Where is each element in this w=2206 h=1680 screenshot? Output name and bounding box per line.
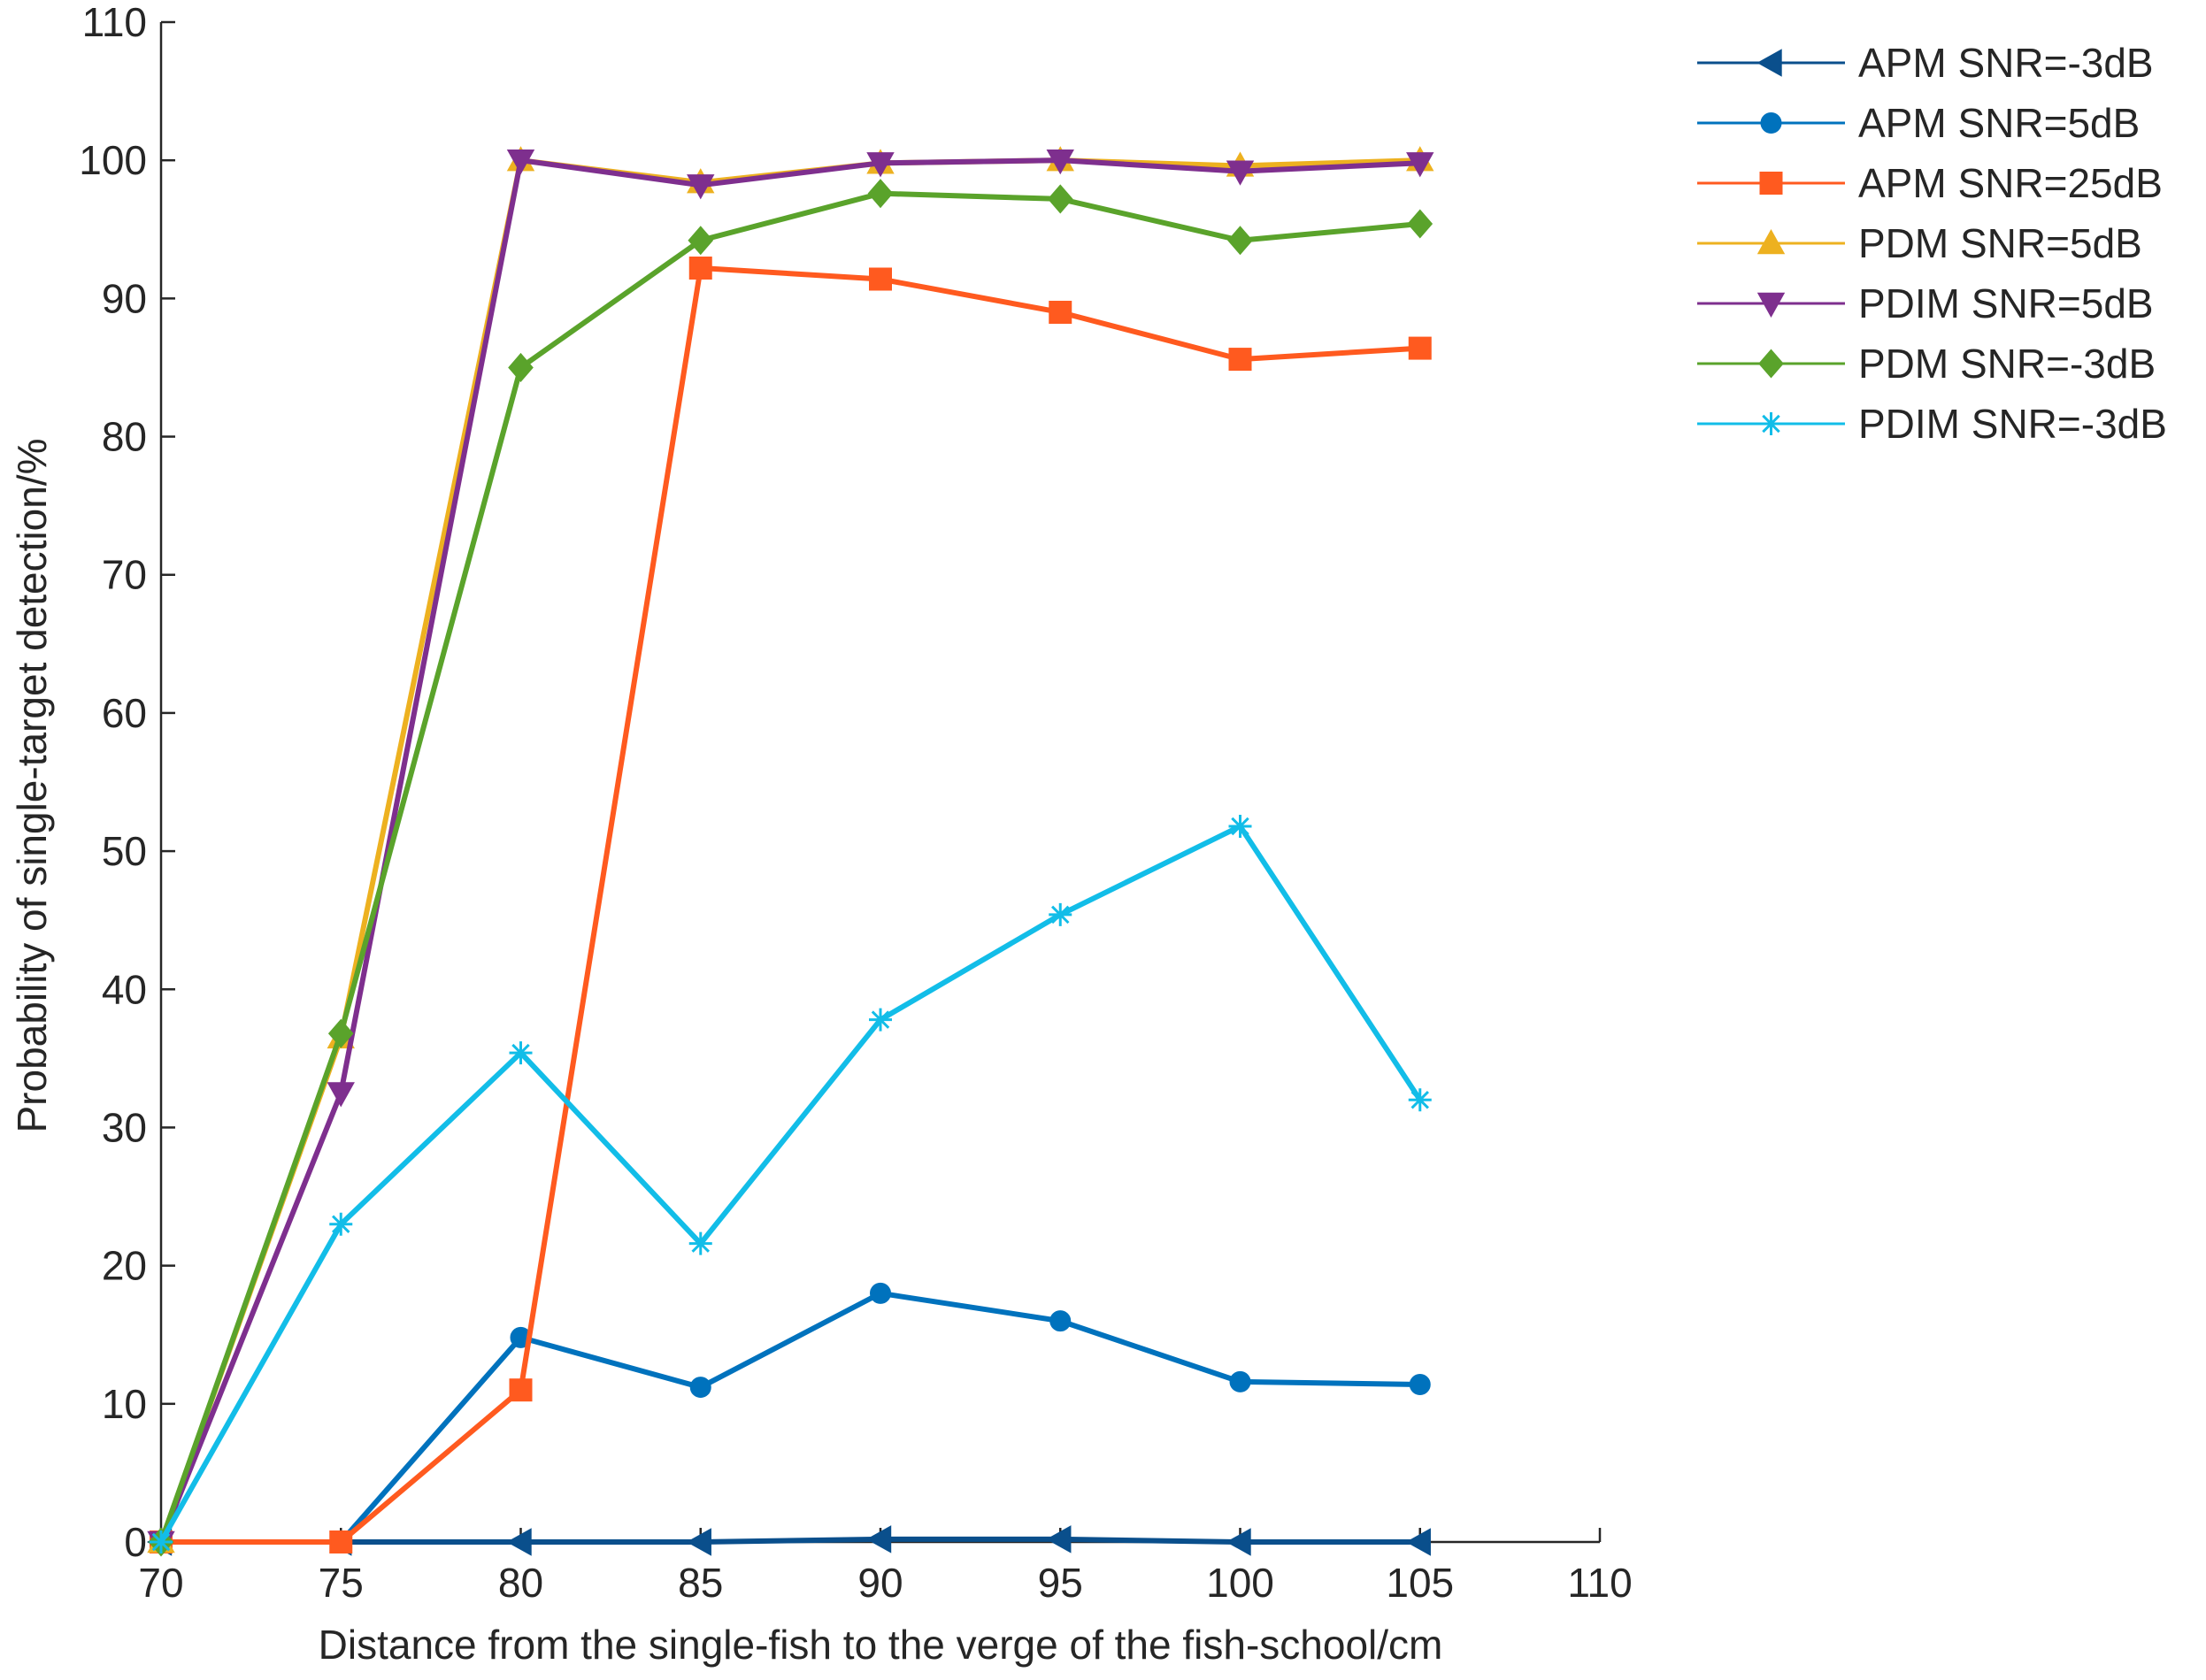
y-tick-label: 70: [102, 552, 147, 598]
data-point: [1049, 1310, 1072, 1332]
data-point: [1046, 1525, 1072, 1553]
series-layer: [146, 146, 1434, 1557]
data-point: [1407, 209, 1434, 239]
data-point: [869, 267, 892, 291]
series-line: [158, 157, 1420, 1544]
data-point: [329, 1530, 353, 1553]
series-line: [161, 1536, 1420, 1545]
data-point: [1226, 160, 1255, 186]
legend: APM SNR=-3dB APM SNR=5dB APM SNR=25dB PDM S…: [1697, 40, 2167, 447]
data-point: [1405, 1528, 1431, 1556]
legend-label: APM SNR=-3dB: [1858, 40, 2154, 86]
legend-marker: [1759, 172, 1783, 195]
data-point: [327, 1018, 354, 1048]
y-tick-label: 60: [102, 690, 147, 736]
series-line: [161, 265, 1420, 1545]
data-point: [866, 152, 895, 178]
data-point: [1226, 1528, 1251, 1556]
data-point: [509, 1378, 533, 1402]
y-tick-label: 10: [102, 1381, 147, 1427]
data-point: [1408, 336, 1432, 360]
x-tick-label: 105: [1386, 1560, 1454, 1606]
legend-entry: PDM SNR=5dB: [1697, 220, 2142, 266]
legend-label: PDM SNR=5dB: [1858, 220, 2142, 266]
legend-marker: [1756, 292, 1786, 318]
x-tick-label: 75: [319, 1560, 364, 1606]
legend-entry: PDM SNR=-3dB: [1697, 341, 2156, 387]
data-point: [869, 1008, 892, 1032]
x-tick-label: 110: [1567, 1560, 1632, 1606]
series-line: [161, 1290, 1420, 1545]
data-point: [1049, 300, 1072, 324]
x-tick-label: 70: [138, 1560, 183, 1606]
legend-label: APM SNR=25dB: [1858, 160, 2163, 206]
series-apm-snr-5db: [150, 1282, 1431, 1553]
data-point: [506, 149, 535, 175]
data-point: [150, 1530, 173, 1553]
series-pdim-snr-5db: [147, 149, 1434, 1557]
data-point: [688, 257, 712, 280]
data-point: [1408, 1088, 1432, 1112]
legend-marker: [1758, 349, 1784, 379]
legend-entry: PDIM SNR=-3dB: [1697, 401, 2167, 447]
x-axis-title: Distance from the single-fish to the ver…: [319, 1622, 1443, 1668]
legend-entry: APM SNR=25dB: [1697, 160, 2163, 206]
data-point: [686, 1528, 711, 1556]
data-point: [1409, 1373, 1431, 1395]
x-tick-label: 90: [857, 1560, 903, 1606]
data-point: [1227, 226, 1253, 256]
y-tick-label: 50: [102, 828, 147, 874]
data-point: [688, 226, 714, 256]
legend-marker: [1756, 49, 1782, 77]
legend-marker: [1759, 412, 1783, 435]
data-point: [1046, 149, 1074, 175]
x-tick-label: 80: [498, 1560, 543, 1606]
data-point: [689, 1377, 711, 1399]
series-line: [158, 823, 1423, 1544]
y-axis-title: Probability of single-target detection/%: [9, 439, 55, 1133]
x-tick-label: 95: [1038, 1560, 1083, 1606]
data-point: [329, 1212, 353, 1236]
data-point: [508, 352, 534, 382]
y-tick-label: 20: [102, 1243, 147, 1289]
data-point: [506, 1528, 532, 1556]
legend-entry: APM SNR=5dB: [1697, 100, 2140, 146]
y-tick-label: 110: [82, 0, 147, 45]
legend-entry: APM SNR=-3dB: [1697, 40, 2154, 86]
legend-label: APM SNR=5dB: [1858, 100, 2140, 146]
data-point: [1047, 184, 1073, 214]
y-tick-label: 40: [102, 966, 147, 1012]
legend-marker: [1756, 228, 1786, 255]
data-point: [327, 1082, 355, 1108]
axes: 70 75 80 85 90 95 100 105 110 0 10 20 30 40 50 60 70 80 90…: [79, 0, 1632, 1606]
x-tick-label: 85: [678, 1560, 723, 1606]
data-point: [1228, 348, 1252, 372]
data-point: [867, 179, 894, 209]
y-tick-label: 80: [102, 414, 147, 460]
data-point: [865, 1525, 892, 1553]
y-tick-label: 0: [124, 1519, 147, 1565]
series-apm-snr-25db: [150, 257, 1432, 1553]
y-tick-label: 30: [102, 1104, 147, 1150]
series-pdm-snr-3db: [148, 179, 1434, 1557]
data-point: [1049, 902, 1072, 926]
data-point: [509, 1041, 533, 1065]
legend-label: PDM SNR=-3dB: [1858, 341, 2156, 387]
legend-label: PDIM SNR=5dB: [1858, 280, 2154, 326]
data-point: [1228, 814, 1252, 838]
legend-marker: [1760, 112, 1782, 134]
y-tick-label: 100: [79, 137, 147, 183]
legend-label: PDIM SNR=-3dB: [1858, 401, 2167, 447]
data-point: [1229, 1370, 1251, 1392]
data-point: [870, 1282, 891, 1304]
legend-entry: PDIM SNR=5dB: [1697, 280, 2154, 326]
series-line: [158, 190, 1421, 1544]
data-point: [1406, 152, 1434, 178]
x-tick-label: 100: [1206, 1560, 1274, 1606]
y-tick-label: 90: [102, 275, 147, 321]
data-point: [687, 174, 715, 200]
data-point: [688, 1231, 712, 1255]
series-pdim-snr-3db: [150, 814, 1432, 1553]
